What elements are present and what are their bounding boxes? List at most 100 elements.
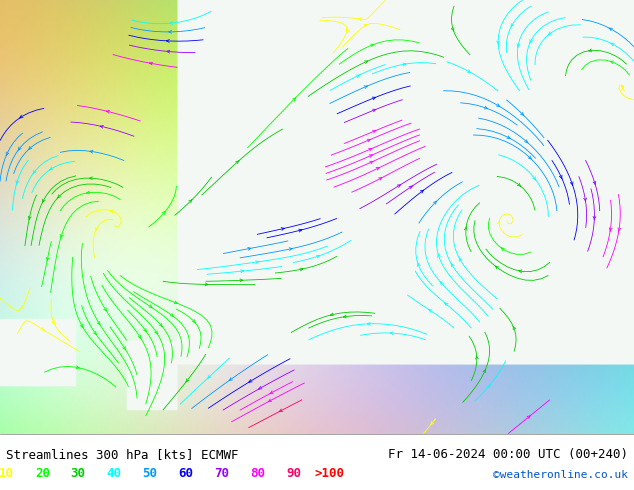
- FancyArrowPatch shape: [513, 326, 516, 330]
- FancyArrowPatch shape: [316, 255, 320, 258]
- FancyArrowPatch shape: [358, 18, 362, 21]
- FancyArrowPatch shape: [174, 301, 178, 304]
- FancyArrowPatch shape: [364, 86, 367, 88]
- FancyArrowPatch shape: [249, 380, 252, 382]
- FancyArrowPatch shape: [420, 190, 424, 193]
- FancyArrowPatch shape: [530, 40, 533, 43]
- FancyArrowPatch shape: [259, 387, 262, 389]
- FancyArrowPatch shape: [208, 375, 211, 378]
- FancyArrowPatch shape: [369, 148, 372, 151]
- FancyArrowPatch shape: [81, 324, 83, 328]
- FancyArrowPatch shape: [170, 22, 172, 24]
- FancyArrowPatch shape: [100, 125, 103, 128]
- FancyArrowPatch shape: [16, 180, 18, 184]
- FancyArrowPatch shape: [521, 112, 524, 116]
- Text: 70: 70: [214, 467, 230, 480]
- FancyArrowPatch shape: [143, 328, 146, 332]
- FancyArrowPatch shape: [170, 314, 174, 317]
- FancyArrowPatch shape: [186, 379, 189, 382]
- FancyArrowPatch shape: [18, 147, 21, 150]
- FancyArrowPatch shape: [437, 254, 441, 257]
- FancyArrowPatch shape: [240, 279, 243, 282]
- FancyArrowPatch shape: [41, 327, 44, 330]
- FancyArrowPatch shape: [409, 186, 412, 189]
- Text: 50: 50: [143, 467, 157, 480]
- FancyArrowPatch shape: [398, 185, 401, 188]
- FancyArrowPatch shape: [507, 136, 510, 139]
- Text: Fr 14-06-2024 00:00 UTC (00+240): Fr 14-06-2024 00:00 UTC (00+240): [387, 448, 628, 461]
- FancyArrowPatch shape: [58, 195, 61, 198]
- FancyArrowPatch shape: [60, 235, 63, 238]
- FancyArrowPatch shape: [110, 210, 113, 213]
- FancyArrowPatch shape: [495, 266, 499, 269]
- FancyArrowPatch shape: [29, 147, 32, 149]
- FancyArrowPatch shape: [46, 257, 49, 261]
- FancyArrowPatch shape: [378, 178, 382, 180]
- FancyArrowPatch shape: [42, 199, 45, 203]
- FancyArrowPatch shape: [430, 421, 434, 425]
- FancyArrowPatch shape: [373, 109, 376, 112]
- FancyArrowPatch shape: [169, 30, 172, 33]
- FancyArrowPatch shape: [97, 321, 100, 325]
- FancyArrowPatch shape: [299, 229, 302, 232]
- FancyArrowPatch shape: [429, 310, 432, 312]
- FancyArrowPatch shape: [279, 409, 283, 412]
- FancyArrowPatch shape: [330, 313, 333, 316]
- Text: 20: 20: [35, 467, 49, 480]
- FancyArrowPatch shape: [123, 346, 126, 350]
- FancyArrowPatch shape: [519, 270, 522, 273]
- FancyArrowPatch shape: [162, 211, 165, 215]
- Text: 60: 60: [179, 467, 193, 480]
- FancyArrowPatch shape: [20, 115, 23, 118]
- Text: 30: 30: [71, 467, 86, 480]
- FancyArrowPatch shape: [511, 24, 514, 27]
- FancyArrowPatch shape: [95, 228, 98, 231]
- FancyArrowPatch shape: [89, 177, 93, 180]
- FancyArrowPatch shape: [192, 319, 195, 323]
- FancyArrowPatch shape: [369, 155, 372, 157]
- Text: >100: >100: [314, 467, 345, 480]
- FancyArrowPatch shape: [167, 50, 170, 53]
- FancyArrowPatch shape: [609, 28, 612, 31]
- FancyArrowPatch shape: [517, 44, 520, 48]
- FancyArrowPatch shape: [155, 331, 158, 334]
- FancyArrowPatch shape: [487, 385, 490, 388]
- FancyArrowPatch shape: [346, 29, 349, 32]
- FancyArrowPatch shape: [496, 104, 500, 106]
- FancyArrowPatch shape: [150, 62, 153, 65]
- FancyArrowPatch shape: [256, 261, 259, 264]
- FancyArrowPatch shape: [459, 258, 462, 261]
- FancyArrowPatch shape: [364, 24, 367, 27]
- FancyArrowPatch shape: [29, 216, 31, 220]
- FancyArrowPatch shape: [593, 181, 596, 185]
- FancyArrowPatch shape: [584, 198, 586, 202]
- FancyArrowPatch shape: [87, 191, 89, 194]
- FancyArrowPatch shape: [528, 156, 531, 159]
- FancyArrowPatch shape: [166, 40, 169, 42]
- FancyArrowPatch shape: [344, 315, 346, 318]
- FancyArrowPatch shape: [611, 61, 614, 64]
- FancyArrowPatch shape: [356, 75, 359, 77]
- FancyArrowPatch shape: [496, 41, 500, 45]
- Text: 80: 80: [250, 467, 265, 480]
- FancyArrowPatch shape: [76, 366, 79, 368]
- FancyArrowPatch shape: [370, 161, 373, 164]
- FancyArrowPatch shape: [593, 217, 596, 220]
- FancyArrowPatch shape: [248, 247, 251, 250]
- FancyArrowPatch shape: [292, 98, 295, 101]
- FancyArrowPatch shape: [501, 247, 505, 251]
- FancyArrowPatch shape: [52, 320, 55, 324]
- FancyArrowPatch shape: [104, 308, 107, 311]
- FancyArrowPatch shape: [138, 335, 141, 339]
- FancyArrowPatch shape: [289, 248, 292, 250]
- FancyArrowPatch shape: [559, 175, 562, 179]
- Text: 90: 90: [287, 467, 301, 480]
- FancyArrowPatch shape: [372, 97, 375, 99]
- FancyArrowPatch shape: [236, 161, 239, 164]
- FancyArrowPatch shape: [533, 177, 536, 180]
- FancyArrowPatch shape: [229, 378, 233, 381]
- FancyArrowPatch shape: [268, 399, 271, 402]
- FancyArrowPatch shape: [159, 323, 162, 327]
- FancyArrowPatch shape: [33, 170, 36, 173]
- FancyArrowPatch shape: [21, 305, 24, 308]
